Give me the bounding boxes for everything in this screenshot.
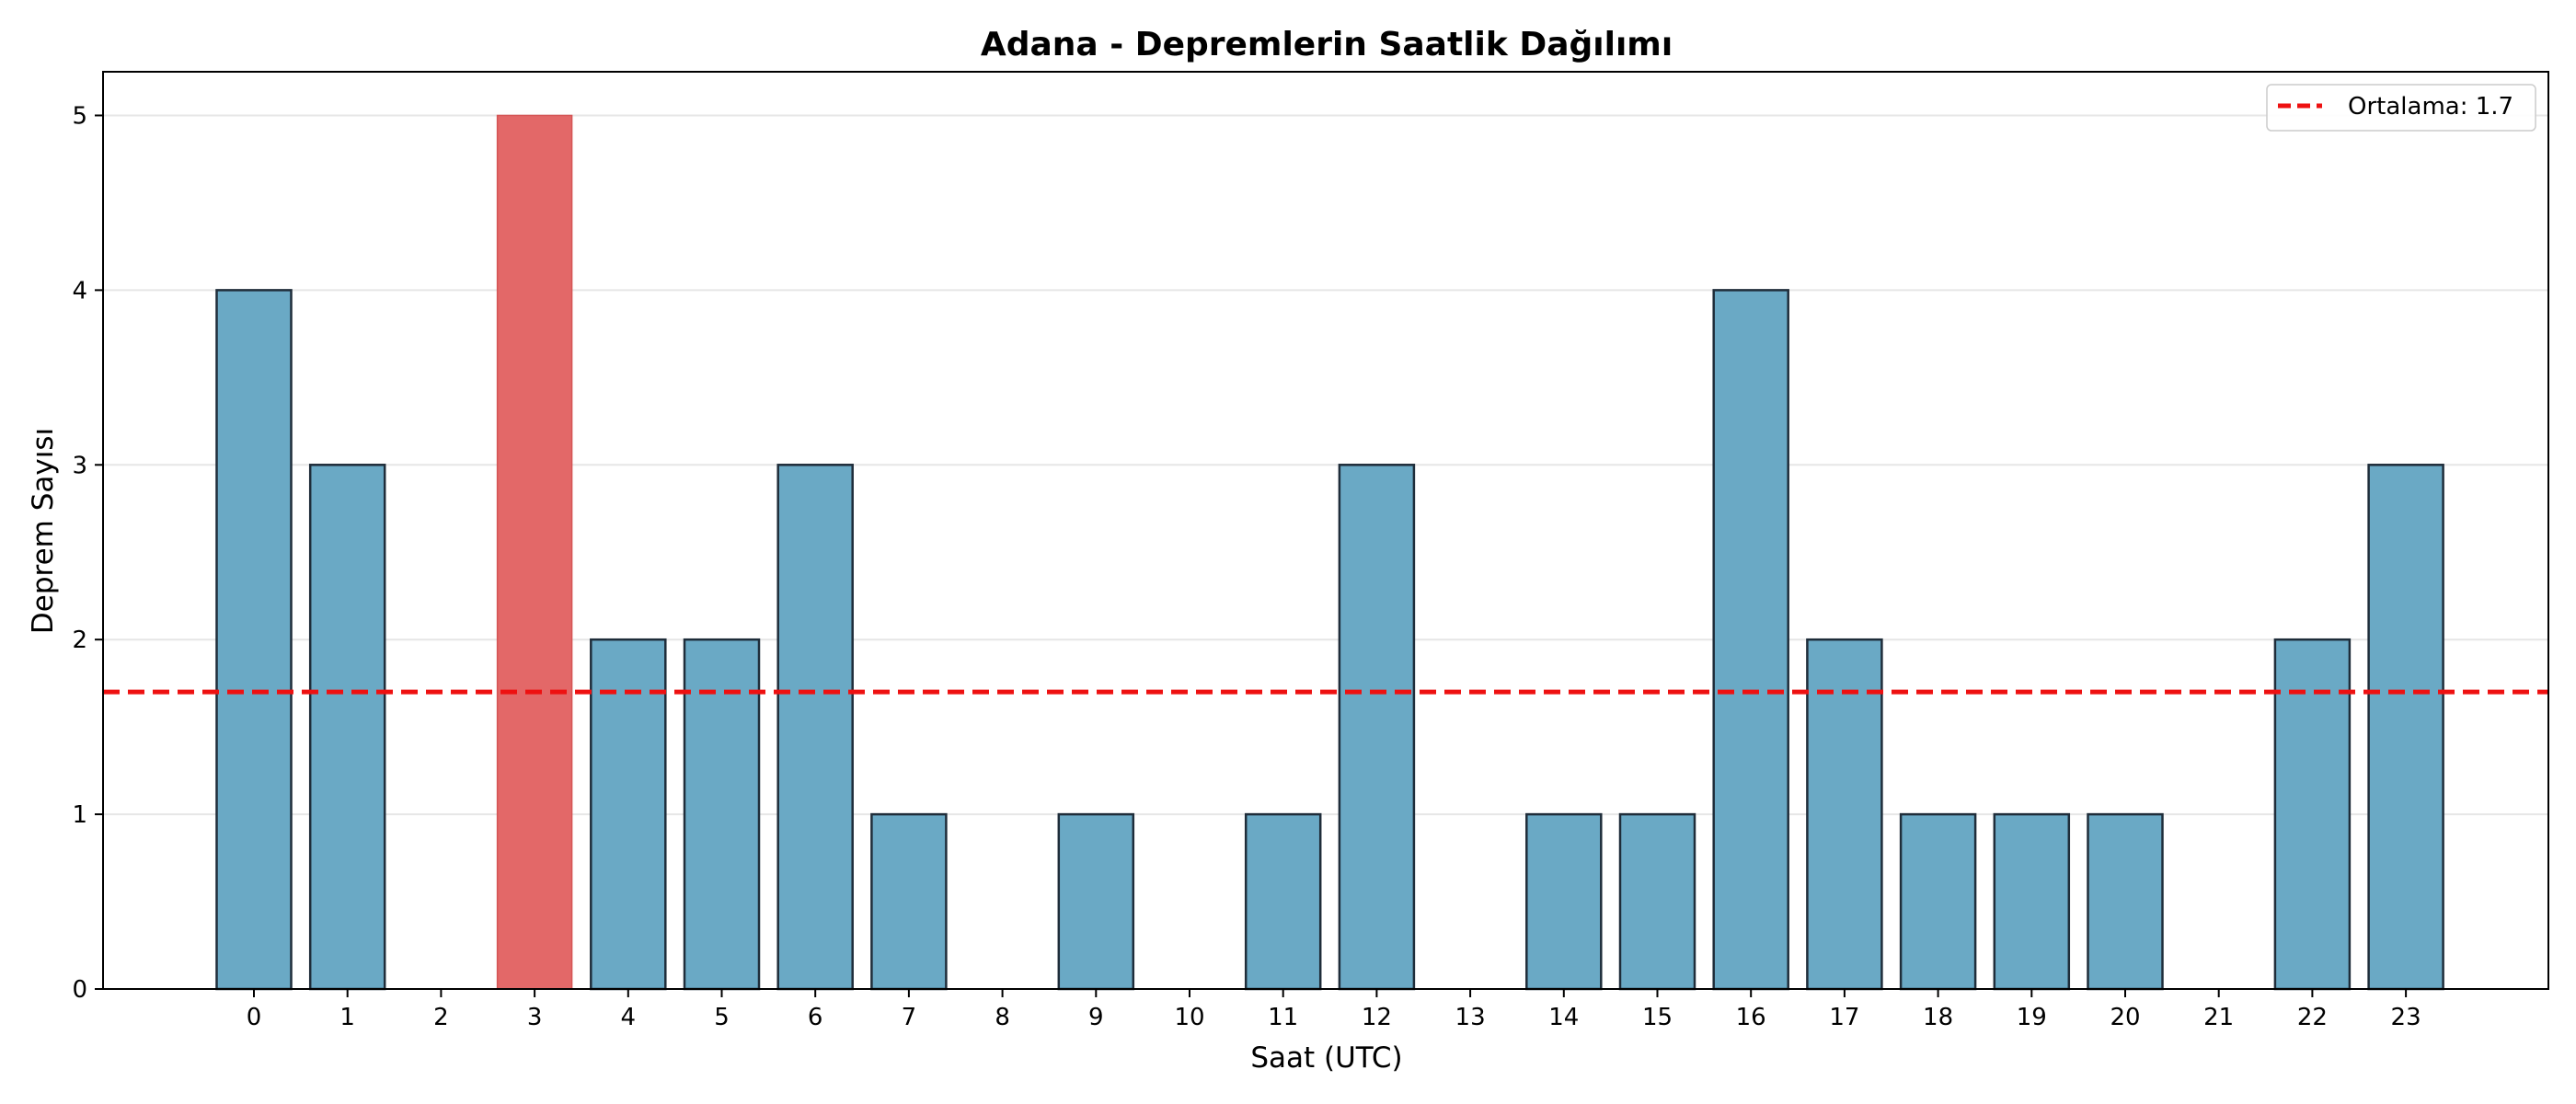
bar-hour-9 [1057, 812, 1135, 991]
x-tick-label-9: 9 [1088, 1004, 1104, 1031]
x-tick-label-8: 8 [995, 1004, 1010, 1031]
y-tick-label-0: 0 [72, 976, 87, 1004]
bar-hour-4 [590, 638, 667, 991]
x-tick-label-4: 4 [621, 1004, 637, 1031]
x-axis-label: Saat (UTC) [1250, 1041, 1402, 1075]
chart-title: Adana - Depremlerin Saatlik Dağılımı [981, 26, 1673, 63]
bar-hour-18 [1899, 812, 1977, 991]
x-tick-label-1: 1 [339, 1004, 355, 1031]
bar-hour-3 [496, 114, 573, 990]
y-tick-label-5: 5 [72, 102, 87, 130]
x-tick-label-7: 7 [902, 1004, 917, 1031]
grid-lines [103, 114, 2548, 816]
x-tick-label-20: 20 [2110, 1004, 2140, 1031]
bar-hour-11 [1244, 812, 1322, 991]
bar-hour-23 [2367, 464, 2444, 991]
x-tick-label-18: 18 [1923, 1004, 1953, 1031]
x-tick-label-3: 3 [527, 1004, 543, 1031]
x-tick-label-21: 21 [2203, 1004, 2234, 1031]
x-tick-label-14: 14 [1548, 1004, 1579, 1031]
x-tick-label-22: 22 [2297, 1004, 2328, 1031]
bar-hour-6 [776, 464, 854, 991]
x-tick-label-19: 19 [2017, 1004, 2047, 1031]
bar-hour-12 [1338, 464, 1416, 991]
bars [215, 114, 2444, 991]
bar-hour-0 [215, 289, 293, 991]
bar-hour-1 [308, 464, 386, 991]
y-tick-label-4: 4 [72, 277, 87, 305]
bar-hour-14 [1525, 812, 1603, 991]
legend-box [2266, 84, 2536, 132]
x-tick-label-2: 2 [433, 1004, 449, 1031]
y-axis-label: Deprem Sayısı [27, 428, 60, 634]
bar-hour-22 [2273, 638, 2352, 991]
bar-hour-16 [1712, 289, 1789, 991]
x-tick-label-13: 13 [1455, 1004, 1486, 1031]
bar-hour-20 [2087, 812, 2164, 991]
x-tick-label-6: 6 [808, 1004, 823, 1031]
y-tick-label-1: 1 [72, 801, 87, 829]
x-tick-label-12: 12 [1362, 1004, 1392, 1031]
x-tick-label-16: 16 [1736, 1004, 1766, 1031]
legend: Ortalama: 1.7 [2266, 84, 2536, 132]
x-tick-label-17: 17 [1829, 1004, 1859, 1031]
x-tick-label-10: 10 [1174, 1004, 1204, 1031]
x-tick-label-5: 5 [714, 1004, 730, 1031]
bar-hour-19 [1993, 812, 2071, 991]
y-tick-label-2: 2 [72, 627, 87, 654]
y-axis-ticks: 0 1 2 3 4 5 [72, 102, 103, 1004]
x-axis-ticks: 0 1 2 3 4 5 6 7 8 9 10 11 12 13 14 15 16 17 18 19 20 21 22 23 [247, 989, 2421, 1031]
bar-hour-15 [1618, 812, 1696, 991]
legend-mean-label: Ortalama: 1.7 [2348, 93, 2513, 121]
y-tick-label-3: 3 [72, 452, 87, 479]
x-tick-label-15: 15 [1642, 1004, 1673, 1031]
x-tick-label-0: 0 [247, 1004, 262, 1031]
plot-frame [102, 71, 2549, 990]
x-tick-label-11: 11 [1268, 1004, 1298, 1031]
bar-hour-7 [870, 812, 948, 991]
x-tick-label-23: 23 [2391, 1004, 2421, 1031]
bar-hour-5 [683, 638, 761, 991]
